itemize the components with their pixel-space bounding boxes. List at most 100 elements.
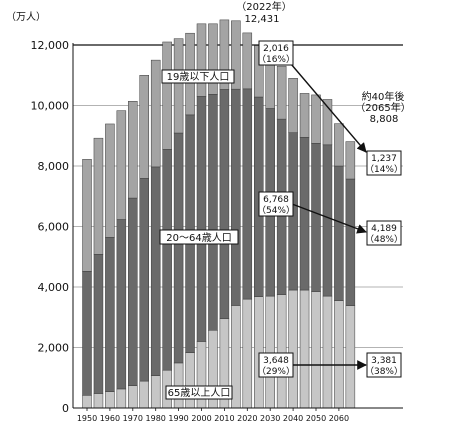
bar-1955-s2 [93,137,104,255]
y-tick-label-4000: 4,000 [38,281,70,294]
bar-2005-s1 [208,94,218,331]
y-tick-label-6000: 6,000 [38,221,70,234]
bar-1950-s2 [82,159,92,272]
callout-working-2065-value: 4,189 [371,224,397,234]
y-tick-label-12000: 12,000 [31,39,70,52]
bar-2040-s0 [288,289,298,409]
series-label-elderly: 65歳以上人口 [165,385,233,400]
bar-2055-s2 [322,99,333,146]
bar-1965-s1 [116,219,127,390]
peak-value-label: 12,431 [245,14,280,25]
bar-1980-s1 [150,166,161,376]
bar-1960-s1 [105,237,115,392]
series-label-working: 20〜64歳人口 [159,229,239,245]
y-tick-label-8000: 8,000 [38,160,70,173]
x-tick-label-1950: 1950 [77,414,97,423]
bar-1960-s2 [105,123,115,238]
callout-working-2065-pct: （48%） [365,234,403,245]
series-label-youth: 19歳以下人口 [161,69,235,84]
callout-youth-2065: 1,237 （14%） [365,150,403,176]
callout-youth-2065-value: 1,237 [371,154,397,164]
bar-1955-s1 [93,254,104,394]
bar-1975-s0 [139,380,149,409]
bar-2045-s0 [299,289,310,409]
x-tick-label-1960: 1960 [100,414,120,423]
future-year-label: （2065年） [355,101,410,114]
bar-2005-s2 [208,23,218,95]
bar-2015-s0 [231,305,241,409]
bar-2045-s2 [299,93,310,138]
callout-arrow-working [291,203,367,234]
x-tick-label-2040: 2040 [283,414,303,423]
bar-1970-s1 [128,197,138,386]
callout-elderly-2022: 3,648 （29%） [257,352,295,378]
bar-2065-s2 [345,141,356,180]
callout-arrow-youth [290,63,367,153]
x-tick-label-2060: 2060 [329,414,349,423]
y-tick-label-2000: 2,000 [38,342,70,355]
bar-2065-s1 [345,178,356,306]
bar-2050-s1 [311,143,321,292]
x-tick-label-1990: 1990 [168,414,188,423]
series-label-elderly-text: 65歳以上人口 [168,387,231,399]
bar-2010-s1 [219,89,230,320]
bar-2055-s1 [322,144,333,297]
y-tick-label-10000: 10,000 [31,100,70,113]
bar-1975-s1 [139,178,149,382]
bar-2060-s2 [334,123,344,167]
series-label-youth-text: 19歳以下人口 [167,71,230,83]
x-tick-label-1970: 1970 [123,414,143,423]
bar-1960-s0 [105,391,115,409]
y-tick-label-0: 0 [62,402,69,415]
bar-2020-s2 [242,32,253,90]
callout-elderly-2022-value: 3,648 [263,356,289,366]
callout-working-2022-pct: （54%） [257,205,295,216]
axes: 1950 1960 1970 1980 1990 2000 2010 2020 2030 2040… [72,43,403,423]
bar-1990-s2 [173,38,184,134]
bar-2000-s2 [196,23,207,97]
callout-youth-2022: 2,016 （16%） [257,40,295,66]
peak-year-label: （2022年） [236,0,291,13]
bar-1950-s0 [82,395,92,409]
bar-2060-s1 [334,165,344,301]
future-value-label: 8,808 [370,114,399,125]
callout-working-2022: 6,768 （54%） [257,191,295,217]
x-tick-label-2010: 2010 [214,414,234,423]
bar-1970-s0 [128,385,138,409]
future-years-label: 約40年後 [362,90,405,103]
x-tick-label-1980: 1980 [146,414,166,423]
bar-2060-s0 [334,300,344,409]
bar-1965-s2 [116,110,127,220]
bar-2055-s0 [322,295,333,409]
bar-1975-s2 [139,75,149,179]
bar-2045-s1 [299,137,310,291]
callout-elderly-2065-value: 3,381 [371,356,397,366]
callout-elderly-2022-pct: （29%） [257,366,295,377]
bar-1955-s0 [93,393,104,409]
bar-1990-s1 [173,132,184,364]
gridlines: 0 2,000 4,000 6,000 8,000 10,000 12,000 [31,39,403,415]
bar-2020-s1 [242,88,253,300]
bar-2010-s2 [219,19,230,90]
callout-youth-2065-pct: （14%） [365,164,403,175]
bar-2035-s2 [276,65,287,120]
callout-elderly-2065-pct: （38%） [365,366,403,377]
bar-1985-s1 [162,149,172,371]
callout-youth-2022-value: 2,016 [263,44,289,54]
callout-elderly-2065: 3,381 （38%） [365,352,403,378]
bar-2050-s0 [311,291,321,409]
bar-1965-s0 [116,388,127,409]
bar-1985-s2 [162,41,172,150]
callout-youth-2022-pct: （16%） [257,54,295,65]
bar-2040-s2 [288,78,298,133]
series-label-working-text: 20〜64歳人口 [166,232,231,244]
x-tick-label-2000: 2000 [191,414,211,423]
bar-1980-s0 [150,375,161,409]
unit-label: （万人） [6,11,46,23]
callout-working-2022-value: 6,768 [263,195,289,205]
x-tick-label-2050: 2050 [306,414,326,423]
bar-2015-s2 [231,20,241,90]
bar-2035-s0 [276,294,287,409]
callout-working-2065: 4,189 （48%） [365,220,403,246]
